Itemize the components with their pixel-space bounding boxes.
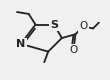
Text: N: N — [16, 39, 26, 49]
Text: O: O — [79, 22, 87, 32]
Text: O: O — [69, 45, 78, 55]
Text: S: S — [50, 20, 58, 30]
